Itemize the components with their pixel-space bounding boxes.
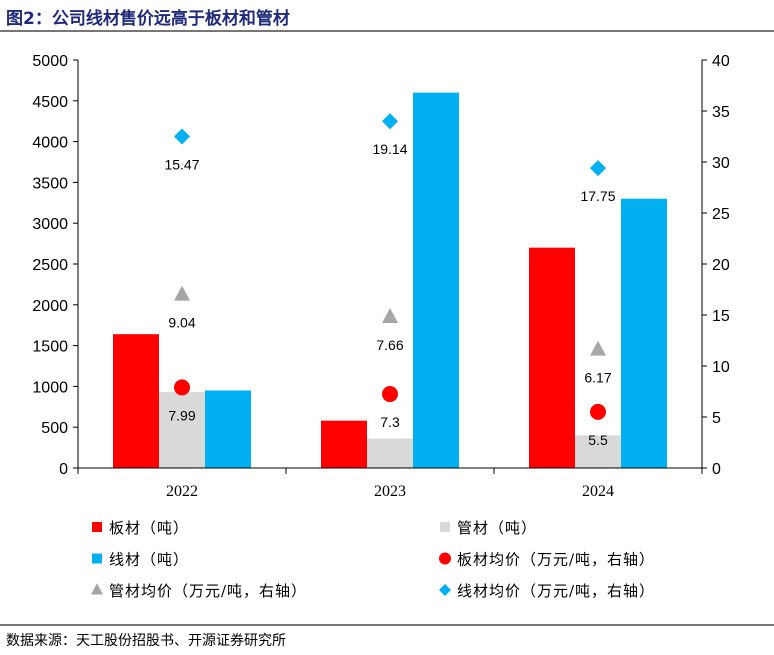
right-tick-label: 30 bbox=[712, 155, 730, 172]
left-tick-label: 2500 bbox=[32, 257, 68, 274]
divider bbox=[0, 624, 774, 626]
bar bbox=[205, 390, 251, 468]
right-tick-label: 40 bbox=[712, 53, 730, 70]
left-tick-label: 1500 bbox=[32, 339, 68, 356]
marker-diamond bbox=[174, 128, 190, 145]
bar bbox=[621, 198, 667, 468]
right-tick-label: 25 bbox=[712, 206, 730, 223]
legend-label: 管材（吨） bbox=[457, 519, 537, 537]
left-tick-label: 5000 bbox=[32, 53, 68, 70]
right-tick-label: 20 bbox=[712, 257, 730, 274]
legend-swatch bbox=[92, 553, 102, 564]
marker-circle bbox=[590, 403, 606, 420]
legend-label: 线材均价（万元/吨，右轴） bbox=[457, 582, 655, 600]
bar bbox=[529, 247, 575, 468]
bar bbox=[575, 435, 621, 468]
right-tick-label: 10 bbox=[712, 359, 730, 376]
bar bbox=[321, 420, 367, 468]
data-label: 9.04 bbox=[168, 315, 195, 331]
legend-label: 板材均价（万元/吨，右轴） bbox=[457, 551, 655, 569]
left-tick-label: 3500 bbox=[32, 175, 68, 192]
right-tick-label: 15 bbox=[712, 308, 730, 325]
legend-marker bbox=[91, 583, 103, 595]
data-label: 15.47 bbox=[164, 157, 199, 173]
data-label: 7.99 bbox=[168, 407, 195, 423]
marker-triangle bbox=[174, 285, 190, 301]
marker-triangle bbox=[382, 308, 398, 324]
legend-label: 线材（吨） bbox=[109, 551, 189, 569]
legend-swatch bbox=[92, 522, 102, 532]
left-tick-label: 1000 bbox=[32, 379, 68, 396]
left-tick-label: 4500 bbox=[32, 94, 68, 111]
legend-label: 管材均价（万元/吨，右轴） bbox=[109, 582, 307, 600]
data-label: 17.75 bbox=[580, 188, 615, 204]
left-tick-label: 4000 bbox=[32, 135, 68, 152]
bar bbox=[159, 392, 205, 468]
legend-label: 板材（吨） bbox=[109, 519, 189, 537]
data-label: 19.14 bbox=[372, 141, 407, 157]
x-tick-label: 2024 bbox=[582, 483, 614, 500]
source-note: 数据来源：天工股份招股书、开源证券研究所 bbox=[6, 633, 286, 649]
right-tick-label: 35 bbox=[712, 104, 730, 121]
marker-triangle bbox=[590, 340, 606, 356]
left-tick-label: 500 bbox=[41, 420, 68, 437]
marker-circle bbox=[174, 379, 190, 396]
chart: 0 500 1000 1500 2000 2500 3000 3500 4000 4500 5000… bbox=[32, 53, 730, 600]
legend-marker bbox=[439, 552, 451, 565]
left-tick-label: 0 bbox=[59, 461, 68, 478]
legend-swatch bbox=[440, 522, 450, 532]
left-tick-label: 2000 bbox=[32, 298, 68, 315]
data-label: 7.3 bbox=[380, 414, 400, 430]
marker-diamond bbox=[382, 113, 398, 130]
divider bbox=[0, 30, 774, 32]
bar bbox=[413, 92, 459, 468]
data-label: 5.5 bbox=[588, 432, 608, 448]
data-label: 6.17 bbox=[584, 370, 611, 386]
bar bbox=[113, 334, 159, 468]
right-tick-label: 0 bbox=[712, 461, 721, 478]
data-label: 7.66 bbox=[376, 337, 403, 353]
figure-title: 图2：公司线材售价远高于板材和管材 bbox=[6, 9, 290, 29]
bar bbox=[367, 438, 413, 468]
x-tick-label: 2022 bbox=[166, 483, 198, 500]
marker-circle bbox=[382, 386, 398, 403]
legend-marker bbox=[439, 584, 451, 596]
x-tick-label: 2023 bbox=[374, 483, 406, 500]
marker-diamond bbox=[590, 160, 606, 177]
left-tick-label: 3000 bbox=[32, 216, 68, 233]
right-tick-label: 5 bbox=[712, 410, 721, 427]
